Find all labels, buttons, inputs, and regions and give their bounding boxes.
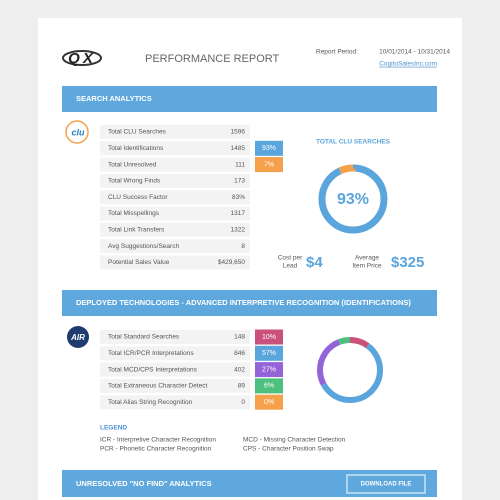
badge-label: 10% <box>262 334 276 341</box>
row-value: 111 <box>235 161 245 168</box>
legend-item: MCD - Missing Character Detection <box>243 437 346 444</box>
legend-item: CPS - Character Position Swap <box>243 446 334 453</box>
donut-center: 93% <box>337 191 369 208</box>
row-value: 1485 <box>231 145 246 152</box>
cost-label: Cost per <box>278 255 303 262</box>
row-label: Total Standard Searches <box>108 334 180 341</box>
table-row <box>100 330 250 344</box>
row-value: 83% <box>232 194 245 201</box>
donut-arc <box>317 337 383 403</box>
badge <box>255 329 283 345</box>
row-label: Total Misspellings <box>108 210 160 217</box>
badge <box>255 378 283 394</box>
table-row <box>100 157 250 172</box>
air-logo <box>67 326 89 348</box>
legend-item: PCR - Phonetic Character Recognition <box>100 446 212 453</box>
row-label: Total Unresolved <box>108 161 157 168</box>
row-value: 148 <box>234 334 245 341</box>
badge <box>255 362 283 378</box>
row-value: 402 <box>234 366 245 373</box>
badge <box>255 394 283 410</box>
section-heading: DEPLOYED TECHNOLOGIES - ADVANCED INTERPR… <box>76 298 411 307</box>
row-label: Total Extraneous Character Detect <box>108 383 208 390</box>
legend-item: ICR - Interpretive Character Recognition <box>100 437 216 444</box>
section-bar <box>62 290 437 316</box>
badge-label: 0% <box>264 399 274 406</box>
row-value: 8 <box>241 243 245 250</box>
price-label: Item Price <box>352 263 382 270</box>
row-label: Potential Sales Value <box>108 259 170 266</box>
table-row <box>100 239 250 254</box>
row-label: Total Identifications <box>108 145 164 152</box>
row-label: CLU Success Factor <box>108 194 168 201</box>
row-value: 1322 <box>231 227 246 234</box>
badge-label: 7% <box>264 161 274 168</box>
row-value: 173 <box>234 178 245 185</box>
table-row <box>100 346 250 361</box>
section-bar <box>62 86 437 112</box>
badge <box>255 157 283 173</box>
badge-label: 27% <box>262 366 276 373</box>
cost-label: Lead <box>283 263 298 270</box>
donut-title: TOTAL CLU SEARCHES <box>316 139 391 146</box>
table-row <box>100 190 250 205</box>
row-value: 846 <box>234 350 245 357</box>
period-label: Report Period: <box>316 49 358 56</box>
row-value: 1596 <box>231 129 246 136</box>
row-label: Total Alias String Recognition <box>108 399 193 406</box>
table-row <box>100 125 250 139</box>
price-label: Average <box>355 255 379 262</box>
table-row <box>100 395 250 410</box>
row-label: Total Link Transfers <box>108 227 165 234</box>
row-label: Avg Suggestions/Search <box>108 243 179 250</box>
table-row <box>100 206 250 221</box>
row-label: Total Wrong Finds <box>108 178 161 185</box>
clu-logo <box>65 120 89 144</box>
table-row <box>100 222 250 237</box>
table-row <box>100 173 250 188</box>
air-logo-text: AIR <box>70 333 85 342</box>
badge <box>255 345 283 361</box>
row-label: Total CLU Searches <box>108 129 167 136</box>
row-value: 89 <box>238 383 246 390</box>
section-heading: SEARCH ANALYTICS <box>76 94 152 103</box>
badge <box>255 140 283 156</box>
report-title: PERFORMANCE REPORT <box>145 53 280 65</box>
logo: QX <box>68 50 96 67</box>
row-value: 0 <box>241 399 245 406</box>
section-heading: UNRESOLVED "NO FIND" ANALYTICS <box>76 479 212 488</box>
clu-logo-text: clu <box>71 127 85 137</box>
price-value: $325 <box>391 254 424 271</box>
table-row <box>100 362 250 377</box>
donut-arc <box>317 337 383 403</box>
logo-ring <box>62 50 102 66</box>
table-row <box>100 141 250 156</box>
row-label: Total MCD/CPS Interpretations <box>108 366 198 373</box>
row-value: $429,650 <box>218 259 245 266</box>
row-label: Total ICR/PCR Interpretations <box>108 350 194 357</box>
site-link[interactable]: CogitoSalesInc.com <box>379 61 437 68</box>
badge-label: 57% <box>262 350 276 357</box>
period: 10/01/2014 - 10/31/2014 <box>379 49 450 56</box>
download-button-label[interactable]: DOWNLOAD FILE <box>361 482 412 488</box>
legend-title: LEGEND <box>100 425 127 432</box>
badge-label: 6% <box>264 383 274 390</box>
table-row <box>100 378 250 393</box>
donut-arc <box>318 164 388 234</box>
table-row <box>100 255 250 270</box>
donut-arc <box>317 337 383 403</box>
row-value: 1317 <box>231 210 246 217</box>
download-button[interactable] <box>346 474 426 494</box>
badge-label: 93% <box>262 145 276 152</box>
cost-value: $4 <box>306 254 323 271</box>
